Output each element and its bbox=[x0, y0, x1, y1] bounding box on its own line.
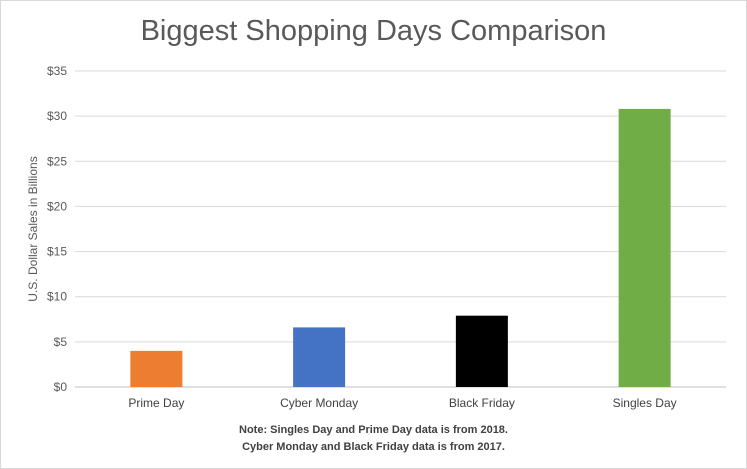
bar-cyber-monday bbox=[293, 327, 346, 387]
bar-prime-day bbox=[130, 350, 183, 387]
bar-singles-day bbox=[618, 108, 671, 388]
y-tick-label: $10 bbox=[47, 290, 67, 304]
x-tick-label: Cyber Monday bbox=[280, 396, 358, 410]
chart-note-line-2: Cyber Monday and Black Friday data is fr… bbox=[242, 441, 505, 453]
y-tick-label: $0 bbox=[54, 380, 68, 394]
y-tick-label: $15 bbox=[47, 245, 67, 259]
x-tick-label: Singles Day bbox=[613, 396, 677, 410]
bar-black-friday bbox=[455, 315, 508, 387]
chart-note-line-1: Note: Singles Day and Prime Day data is … bbox=[239, 424, 508, 436]
y-tick-label: $35 bbox=[47, 64, 67, 78]
chart-title: Biggest Shopping Days Comparison bbox=[140, 15, 607, 47]
y-tick-label: $5 bbox=[54, 335, 68, 349]
x-tick-label: Prime Day bbox=[128, 396, 184, 410]
x-tick-label: Black Friday bbox=[449, 396, 515, 410]
y-tick-label: $20 bbox=[47, 199, 67, 213]
y-tick-label: $30 bbox=[47, 109, 67, 123]
y-tick-label: $25 bbox=[47, 154, 67, 168]
